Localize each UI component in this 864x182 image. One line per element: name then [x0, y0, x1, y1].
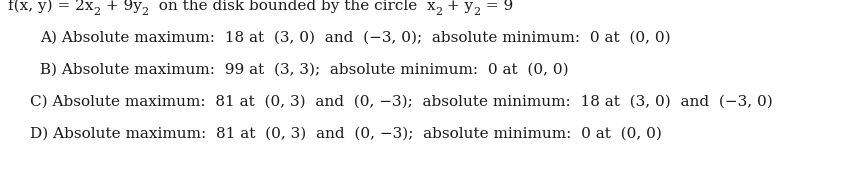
Text: = 9: = 9	[480, 0, 513, 13]
Text: B) Absolute maximum:  99 at  (3, 3);  absolute minimum:  0 at  (0, 0): B) Absolute maximum: 99 at (3, 3); absol…	[35, 63, 569, 77]
Text: f(x, y) = 2x: f(x, y) = 2x	[8, 0, 93, 13]
Text: 2: 2	[142, 7, 149, 17]
Text: C) Absolute maximum:  81 at  (0, 3)  and  (0, −3);  absolute minimum:  18 at  (3: C) Absolute maximum: 81 at (0, 3) and (0…	[30, 95, 772, 109]
Text: A) Absolute maximum:  18 at  (3, 0)  and  (−3, 0);  absolute minimum:  0 at  (0,: A) Absolute maximum: 18 at (3, 0) and (−…	[40, 31, 670, 45]
Text: on the disk bounded by the circle  x: on the disk bounded by the circle x	[149, 0, 435, 13]
Text: + y: + y	[442, 0, 473, 13]
Text: D) Absolute maximum:  81 at  (0, 3)  and  (0, −3);  absolute minimum:  0 at  (0,: D) Absolute maximum: 81 at (0, 3) and (0…	[30, 127, 662, 141]
Text: 2: 2	[473, 7, 480, 17]
Text: 2: 2	[93, 7, 100, 17]
Text: + 9y: + 9y	[100, 0, 142, 13]
Text: 2: 2	[435, 7, 442, 17]
